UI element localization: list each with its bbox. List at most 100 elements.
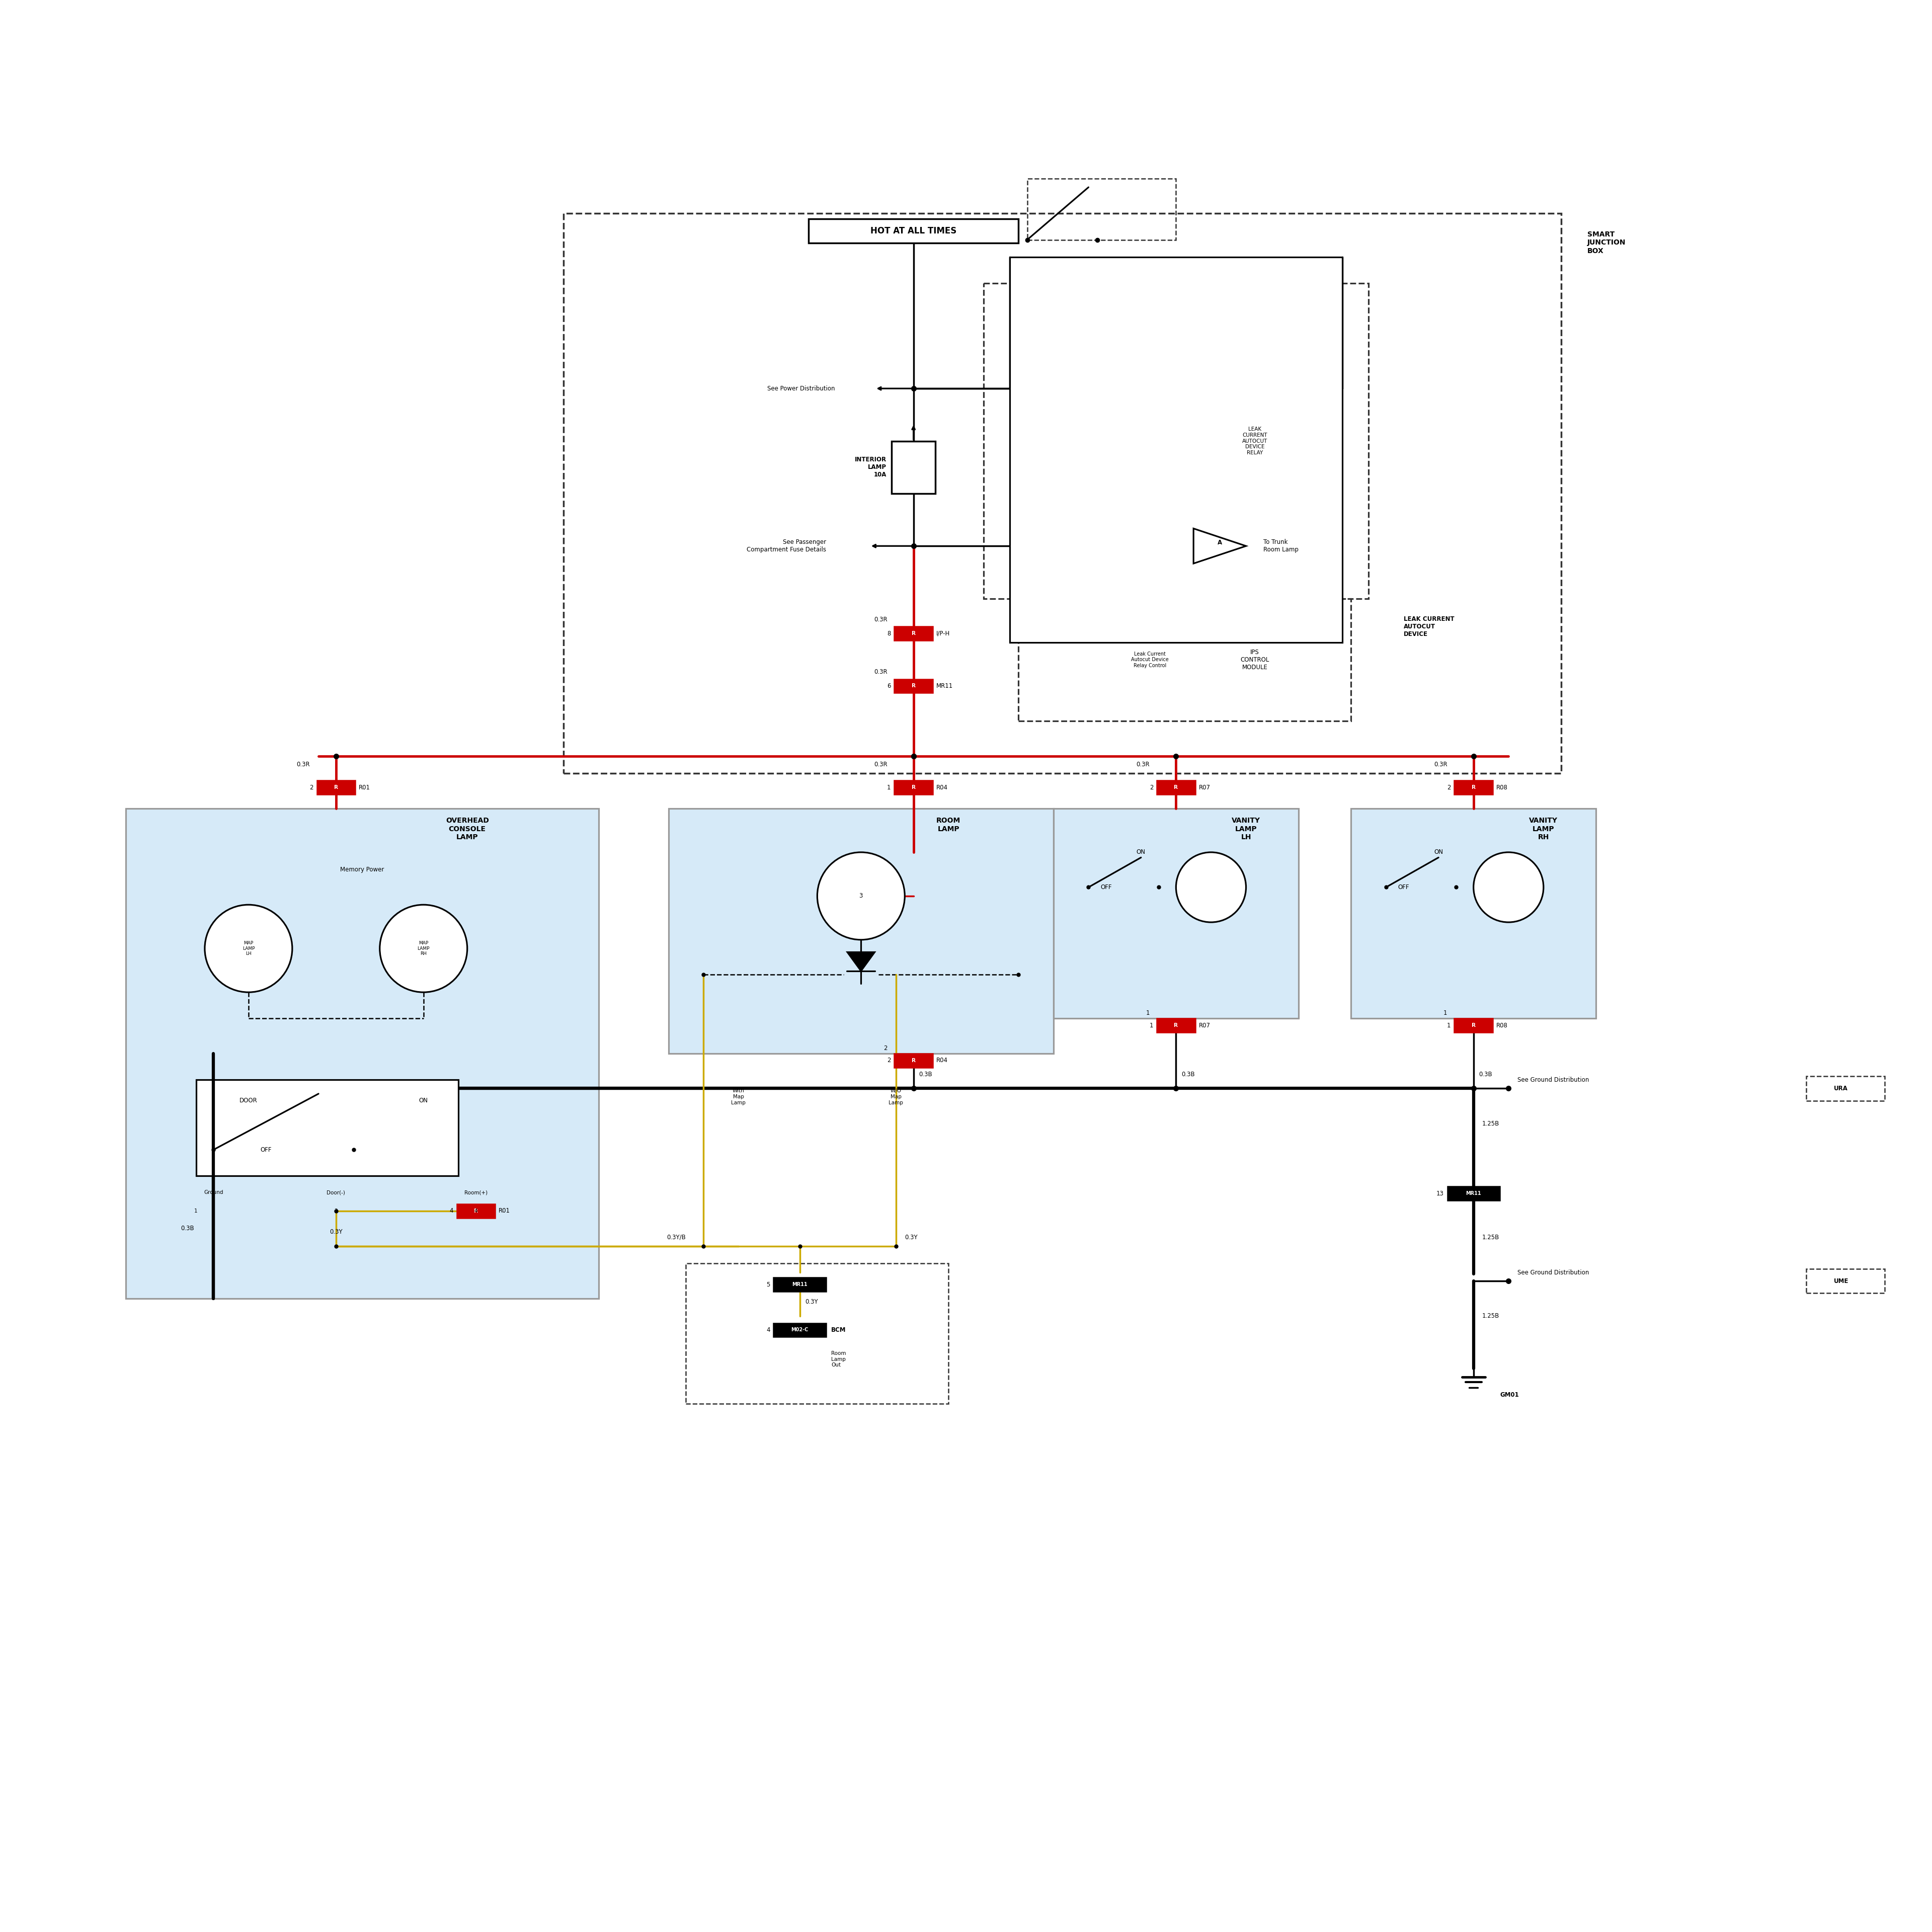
Text: R07: R07 [1198, 1022, 1209, 1028]
Bar [1157, 1018, 1196, 1032]
Text: 5: 5 [767, 1281, 771, 1289]
Text: R: R [1175, 784, 1179, 790]
Text: 1.25B: 1.25B [1482, 1235, 1499, 1240]
Text: See Ground Distribution: See Ground Distribution [1517, 1269, 1588, 1275]
Text: See Power Distribution: See Power Distribution [767, 384, 835, 392]
Text: VANITY
LAMP
RH: VANITY LAMP RH [1528, 817, 1557, 840]
Text: R04: R04 [937, 1057, 949, 1065]
Text: INTERIOR
LAMP
10A: INTERIOR LAMP 10A [854, 456, 887, 477]
Circle shape [381, 904, 468, 993]
Bar [1010, 257, 1343, 641]
Text: M02-C: M02-C [790, 1327, 808, 1333]
Circle shape [1474, 852, 1544, 922]
Text: ON: ON [1136, 848, 1146, 856]
Text: MAP
LAMP
LH: MAP LAMP LH [242, 941, 255, 956]
Text: OFF: OFF [1101, 885, 1111, 891]
Text: MAP
LAMP
RH: MAP LAMP RH [417, 941, 429, 956]
Bar [1806, 1076, 1886, 1101]
Text: 6: 6 [887, 682, 891, 690]
Text: OFF: OFF [261, 1146, 272, 1153]
Text: 2: 2 [887, 1057, 891, 1065]
Text: ON: ON [419, 1097, 429, 1103]
Bar [1350, 808, 1596, 1018]
Text: R: R [1472, 1022, 1476, 1028]
Text: 0.3R: 0.3R [873, 761, 887, 769]
Text: 1.25B: 1.25B [1482, 1312, 1499, 1320]
Polygon shape [1194, 529, 1246, 564]
Text: 0.3R: 0.3R [873, 668, 887, 676]
Text: 8: 8 [887, 630, 891, 638]
Text: 2: 2 [309, 784, 313, 790]
Text: R: R [912, 1059, 916, 1063]
Text: R: R [334, 784, 338, 790]
Text: R04: R04 [937, 784, 949, 790]
Text: To Trunk
Room Lamp: To Trunk Room Lamp [1264, 539, 1298, 553]
Text: See Passenger
Compartment Fuse Details: See Passenger Compartment Fuse Details [746, 539, 827, 553]
Text: VANITY
LAMP
LH: VANITY LAMP LH [1233, 817, 1260, 840]
Text: Room(+): Room(+) [464, 1190, 487, 1196]
Bar [126, 808, 599, 1298]
Text: R: R [912, 784, 916, 790]
Text: 2: 2 [1150, 784, 1153, 790]
Text: DOOR: DOOR [240, 1097, 257, 1103]
Text: R08: R08 [1495, 784, 1507, 790]
Text: 2: 2 [1447, 784, 1451, 790]
Bar [1455, 781, 1493, 794]
Text: GM01: GM01 [1499, 1391, 1519, 1399]
Circle shape [1177, 852, 1246, 922]
Text: 13: 13 [1435, 1190, 1443, 1196]
Bar [895, 781, 933, 794]
Text: 1: 1 [1146, 1010, 1150, 1016]
Text: 3: 3 [334, 1209, 338, 1213]
Text: SMART
JUNCTION
BOX: SMART JUNCTION BOX [1588, 232, 1625, 255]
Bar [1455, 1018, 1493, 1032]
Text: 1.25B: 1.25B [1482, 1121, 1499, 1126]
Text: 1: 1 [887, 784, 891, 790]
Text: I/P-H: I/P-H [937, 630, 951, 638]
Bar [1028, 178, 1177, 240]
Text: MR11: MR11 [1466, 1190, 1482, 1196]
Text: 0.3Y: 0.3Y [806, 1298, 817, 1306]
Text: MR11: MR11 [937, 682, 952, 690]
Text: LEAK CURRENT
AUTOCUT
DEVICE: LEAK CURRENT AUTOCUT DEVICE [1403, 616, 1455, 638]
Text: 1: 1 [1447, 1022, 1451, 1028]
Text: See Ground Distribution: See Ground Distribution [1517, 1076, 1588, 1084]
Bar [895, 678, 933, 694]
Text: 0.3R: 0.3R [1434, 761, 1447, 769]
Text: BCM: BCM [831, 1327, 846, 1333]
Text: 0.3R: 0.3R [873, 616, 887, 622]
Bar [195, 1080, 458, 1177]
Text: W/O
Map
Lamp: W/O Map Lamp [889, 1088, 904, 1105]
Text: UME: UME [1833, 1277, 1849, 1285]
Text: A: A [1217, 539, 1223, 545]
Text: R08: R08 [1495, 1022, 1507, 1028]
Text: R: R [912, 684, 916, 688]
Bar [773, 1323, 827, 1337]
Text: 0.3B: 0.3B [1180, 1070, 1194, 1078]
Text: MR11: MR11 [792, 1283, 808, 1287]
Text: With
Map
Lamp: With Map Lamp [730, 1088, 746, 1105]
Text: R01: R01 [359, 784, 371, 790]
Bar [893, 440, 935, 493]
Bar [456, 1204, 495, 1217]
Bar [564, 214, 1561, 773]
Text: R: R [1175, 1022, 1179, 1028]
Text: Door(-): Door(-) [327, 1190, 346, 1196]
Text: 2: 2 [883, 1045, 887, 1051]
Bar [773, 1277, 827, 1291]
Bar [808, 218, 1018, 243]
Text: LEAK
CURRENT
AUTOCUT
DEVICE
RELAY: LEAK CURRENT AUTOCUT DEVICE RELAY [1242, 427, 1267, 456]
Text: Room
Lamp
Out: Room Lamp Out [831, 1350, 846, 1368]
Text: R07: R07 [1198, 784, 1209, 790]
Bar [1157, 781, 1196, 794]
Circle shape [817, 852, 904, 939]
Text: 4: 4 [450, 1208, 454, 1215]
Text: Ground: Ground [203, 1190, 224, 1196]
Polygon shape [846, 952, 875, 972]
Text: OVERHEAD
CONSOLE
LAMP: OVERHEAD CONSOLE LAMP [446, 817, 489, 840]
Bar [1806, 1269, 1886, 1293]
Text: R: R [473, 1209, 477, 1213]
Text: Memory Power: Memory Power [340, 866, 384, 873]
Bar [1053, 808, 1298, 1018]
Text: ON: ON [1434, 848, 1443, 856]
